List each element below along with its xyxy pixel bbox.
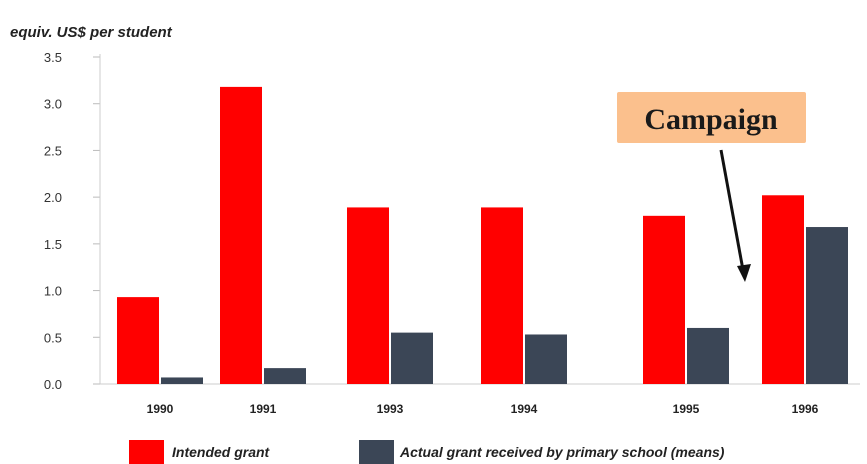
y-tick-label: 2.5	[44, 143, 62, 158]
x-tick-label: 1991	[250, 402, 277, 416]
y-axis-title: equiv. US$ per student	[10, 24, 173, 41]
x-tick-label: 1995	[673, 402, 700, 416]
legend: Intended grant Actual grant received by …	[129, 440, 725, 464]
bar-intended-grant	[117, 297, 159, 384]
bar-actual-grant	[806, 227, 848, 384]
bar-actual-grant	[161, 377, 203, 384]
campaign-annotation: Campaign	[617, 92, 806, 282]
x-tick-label: 1994	[511, 402, 538, 416]
y-tick-label: 2.0	[44, 190, 62, 205]
x-axis-labels: 1990 1991 1993 1994 1995 1996	[147, 402, 819, 416]
y-tick-label: 1.5	[44, 237, 62, 252]
x-tick-label: 1993	[377, 402, 404, 416]
legend-label-intended-grant: Intended grant	[172, 444, 271, 460]
y-tick-label: 1.0	[44, 284, 62, 299]
y-axis-ticks: 0.0 0.5 1.0 1.5 2.0 2.5 3.0 3.5	[44, 50, 100, 392]
campaign-label: Campaign	[644, 103, 778, 136]
bar-actual-grant	[525, 334, 567, 384]
bars	[117, 86, 848, 384]
bar-intended-grant	[347, 207, 389, 384]
x-tick-label: 1996	[792, 402, 819, 416]
legend-swatch-actual-grant	[359, 440, 394, 464]
bar-actual-grant	[391, 332, 433, 384]
bar-actual-grant	[687, 327, 729, 384]
bar-intended-grant	[220, 86, 262, 384]
campaign-arrow-head	[737, 264, 751, 282]
bar-intended-grant	[481, 207, 523, 384]
y-tick-label: 0.0	[44, 377, 62, 392]
campaign-arrow	[719, 149, 745, 271]
bar-actual-grant	[264, 368, 306, 384]
y-tick-label: 0.5	[44, 330, 62, 345]
legend-label-actual-grant: Actual grant received by primary school …	[399, 444, 725, 460]
x-tick-label: 1990	[147, 402, 174, 416]
y-tick-label: 3.5	[44, 50, 62, 65]
legend-swatch-intended-grant	[129, 440, 164, 464]
bar-intended-grant	[762, 195, 804, 384]
campaign-label-box	[617, 92, 806, 143]
bar-intended-grant	[643, 215, 685, 384]
y-tick-label: 3.0	[44, 97, 62, 112]
